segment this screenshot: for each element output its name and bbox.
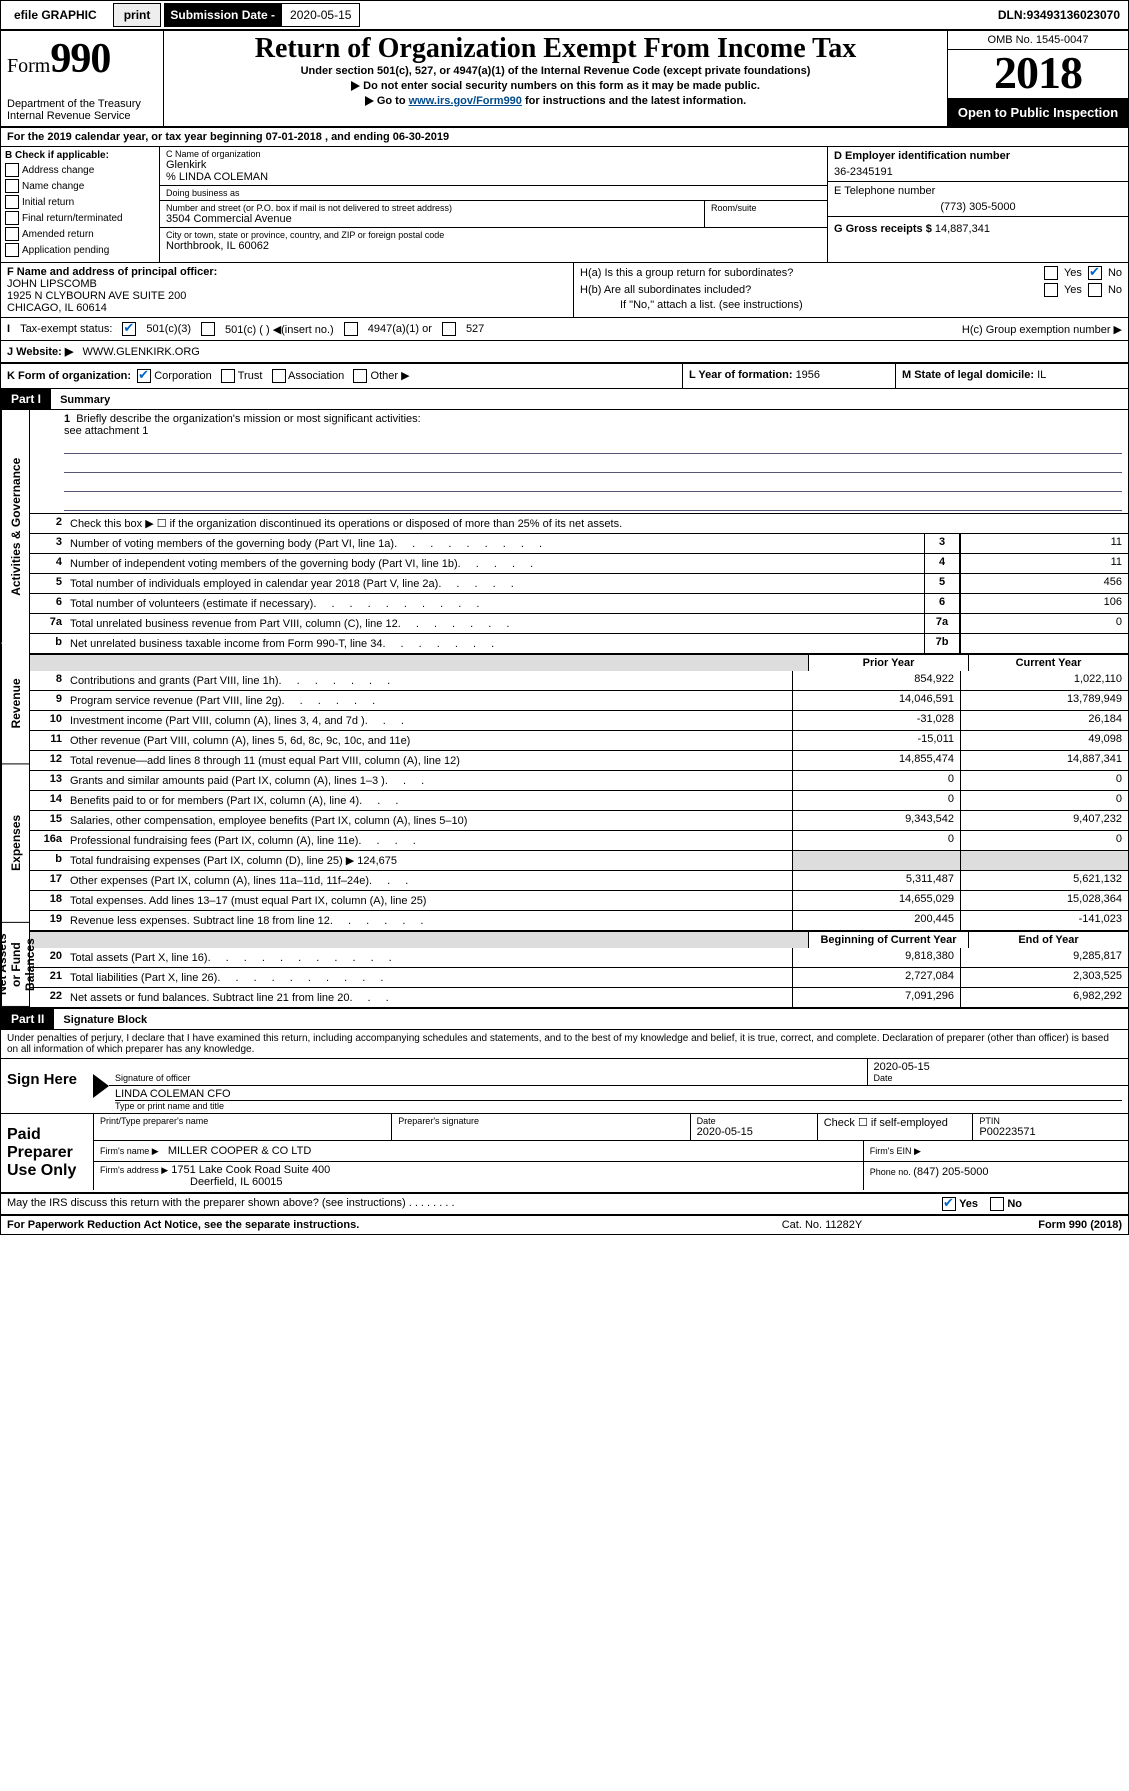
year-formation: 1956: [796, 369, 820, 381]
city-state-zip: Northbrook, IL 60062: [166, 240, 821, 252]
form-title: Return of Organization Exempt From Incom…: [170, 33, 941, 65]
box-g: G Gross receipts $ 14,887,341: [828, 217, 1128, 241]
val-l5: 456: [960, 574, 1128, 593]
sign-here-label: Sign Here: [1, 1059, 93, 1113]
checkbox-other[interactable]: [353, 369, 367, 383]
box-e: E Telephone number (773) 305-5000: [828, 182, 1128, 217]
form-number: 990: [50, 36, 110, 82]
dln: DLN: 93493136023070: [990, 1, 1128, 29]
row-a-tax-year: For the 2019 calendar year, or tax year …: [1, 128, 1128, 147]
mission-text: see attachment 1: [64, 425, 1122, 437]
checkbox-hb-no[interactable]: [1088, 283, 1102, 297]
box-d: D Employer identification number 36-2345…: [828, 147, 1128, 182]
checkbox-assoc[interactable]: [272, 369, 286, 383]
instructions-link[interactable]: www.irs.gov/Form990: [409, 95, 522, 107]
box-h: H(a) Is this a group return for subordin…: [574, 263, 1128, 317]
tax-year: 2018: [948, 50, 1128, 99]
side-revenue: Revenue: [1, 643, 30, 764]
firm-name: MILLER COOPER & CO LTD: [168, 1145, 311, 1157]
form-subtitle: Under section 501(c), 527, or 4947(a)(1)…: [170, 65, 941, 77]
arrow-icon: [93, 1074, 109, 1098]
submission-date: 2020-05-15: [281, 3, 360, 27]
dept-treasury: Department of the Treasury: [7, 98, 157, 110]
checkbox-corp[interactable]: [137, 369, 151, 383]
paperwork-notice: For Paperwork Reduction Act Notice, see …: [7, 1219, 722, 1231]
phone: (773) 305-5000: [834, 201, 1122, 213]
sig-date: 2020-05-15: [874, 1061, 1123, 1073]
dept-irs: Internal Revenue Service: [7, 110, 157, 122]
checkbox-initial-return[interactable]: [5, 195, 19, 209]
checkbox-application-pending[interactable]: [5, 243, 19, 257]
side-governance: Activities & Governance: [1, 410, 30, 643]
checkbox-501c[interactable]: [201, 322, 215, 336]
form-header: Form990 Department of the Treasury Inter…: [1, 31, 1128, 128]
checkbox-ha-no[interactable]: [1088, 266, 1102, 280]
side-expenses: Expenses: [1, 764, 30, 923]
val-l3: 11: [960, 534, 1128, 553]
checkbox-trust[interactable]: [221, 369, 235, 383]
ein: 36-2345191: [834, 166, 1122, 178]
checkbox-501c3[interactable]: [122, 322, 136, 336]
cat-no: Cat. No. 11282Y: [722, 1219, 922, 1231]
val-l6: 106: [960, 594, 1128, 613]
val-l7a: 0: [960, 614, 1128, 633]
checkbox-address-change[interactable]: [5, 163, 19, 177]
note-ssn: Do not enter social security numbers on …: [170, 80, 941, 92]
officer-printed: LINDA COLEMAN CFO: [115, 1088, 1122, 1100]
checkbox-name-change[interactable]: [5, 179, 19, 193]
preparer-phone: (847) 205-5000: [913, 1166, 988, 1178]
part-ii-header: Part II: [1, 1009, 54, 1029]
open-public-badge: Open to Public Inspection: [948, 99, 1128, 126]
part-i-title: Summary: [54, 391, 116, 409]
note-instructions: Go to www.irs.gov/Form990 for instructio…: [170, 95, 941, 107]
top-bar: efile GRAPHIC print Submission Date - 20…: [1, 1, 1128, 31]
submission-label: Submission Date -: [164, 3, 281, 27]
efile-label: efile GRAPHIC: [4, 3, 107, 27]
checkbox-amended[interactable]: [5, 227, 19, 241]
paid-preparer-label: Paid Preparer Use Only: [1, 1114, 93, 1192]
perjury-statement: Under penalties of perjury, I declare th…: [1, 1030, 1128, 1059]
val-l7b: [960, 634, 1128, 653]
website: WWW.GLENKIRK.ORG: [83, 346, 200, 358]
checkbox-hb-yes[interactable]: [1044, 283, 1058, 297]
org-name: Glenkirk: [166, 159, 821, 171]
box-b: B Check if applicable: Address change Na…: [1, 147, 160, 262]
state-domicile: IL: [1037, 369, 1046, 381]
ptin: P00223571: [979, 1126, 1122, 1138]
checkbox-final-return[interactable]: [5, 211, 19, 225]
checkbox-discuss-yes[interactable]: [942, 1197, 956, 1211]
street-address: 3504 Commercial Avenue: [166, 213, 698, 225]
box-f: F Name and address of principal officer:…: [1, 263, 574, 317]
box-c: C Name of organization Glenkirk % LINDA …: [160, 147, 828, 262]
part-ii-title: Signature Block: [57, 1011, 153, 1029]
checkbox-discuss-no[interactable]: [990, 1197, 1004, 1211]
gross-receipts: 14,887,341: [935, 223, 990, 235]
form-ref: Form 990 (2018): [922, 1219, 1122, 1231]
form-prefix: Form: [7, 55, 50, 77]
checkbox-4947[interactable]: [344, 322, 358, 336]
val-l4: 11: [960, 554, 1128, 573]
print-button[interactable]: print: [113, 3, 162, 27]
checkbox-ha-yes[interactable]: [1044, 266, 1058, 280]
checkbox-527[interactable]: [442, 322, 456, 336]
officer-name: JOHN LIPSCOMB: [7, 278, 567, 290]
part-i-header: Part I: [1, 389, 51, 409]
side-net-assets: Net Assets or Fund Balances: [1, 923, 30, 1007]
care-of: % LINDA COLEMAN: [166, 171, 821, 183]
